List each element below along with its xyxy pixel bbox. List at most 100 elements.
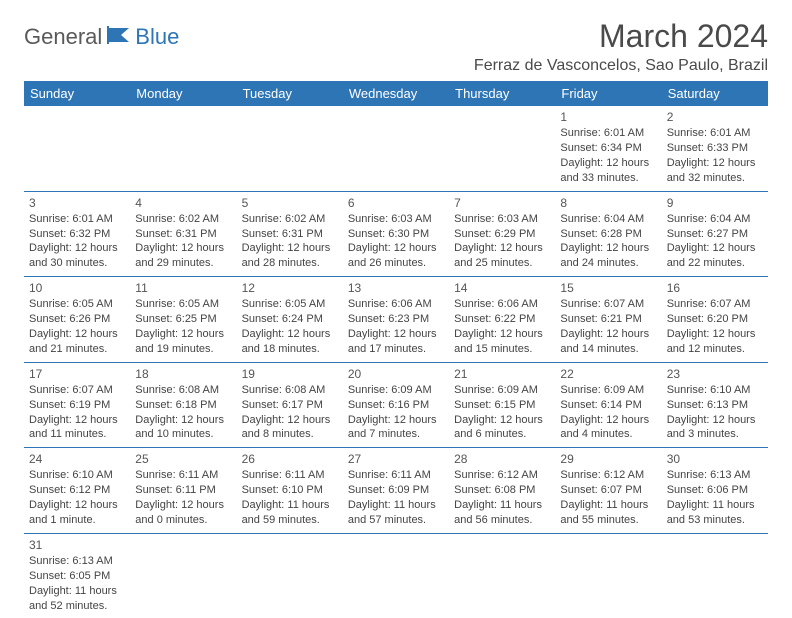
sunrise-text: Sunrise: 6:07 AM bbox=[560, 297, 656, 312]
daylight-text: Daylight: 12 hours and 8 minutes. bbox=[242, 413, 338, 443]
calendar-day-cell: 30Sunrise: 6:13 AMSunset: 6:06 PMDayligh… bbox=[662, 448, 768, 534]
daylight-text: Daylight: 12 hours and 10 minutes. bbox=[135, 413, 231, 443]
calendar-day-cell bbox=[237, 533, 343, 618]
sunrise-text: Sunrise: 6:12 AM bbox=[560, 468, 656, 483]
sunset-text: Sunset: 6:19 PM bbox=[29, 398, 125, 413]
daylight-text: Daylight: 11 hours and 53 minutes. bbox=[667, 498, 763, 528]
calendar-day-cell: 9Sunrise: 6:04 AMSunset: 6:27 PMDaylight… bbox=[662, 191, 768, 277]
daylight-text: Daylight: 12 hours and 32 minutes. bbox=[667, 156, 763, 186]
sunset-text: Sunset: 6:28 PM bbox=[560, 227, 656, 242]
day-number: 6 bbox=[348, 195, 444, 211]
daylight-text: Daylight: 11 hours and 55 minutes. bbox=[560, 498, 656, 528]
day-number: 26 bbox=[242, 451, 338, 467]
calendar-day-cell: 5Sunrise: 6:02 AMSunset: 6:31 PMDaylight… bbox=[237, 191, 343, 277]
day-number: 31 bbox=[29, 537, 125, 553]
sunset-text: Sunset: 6:29 PM bbox=[454, 227, 550, 242]
sunrise-text: Sunrise: 6:09 AM bbox=[454, 383, 550, 398]
sunset-text: Sunset: 6:24 PM bbox=[242, 312, 338, 327]
day-number: 16 bbox=[667, 280, 763, 296]
calendar-day-cell: 24Sunrise: 6:10 AMSunset: 6:12 PMDayligh… bbox=[24, 448, 130, 534]
sunrise-text: Sunrise: 6:04 AM bbox=[560, 212, 656, 227]
daylight-text: Daylight: 12 hours and 25 minutes. bbox=[454, 241, 550, 271]
sunrise-text: Sunrise: 6:04 AM bbox=[667, 212, 763, 227]
sunset-text: Sunset: 6:34 PM bbox=[560, 141, 656, 156]
sunrise-text: Sunrise: 6:02 AM bbox=[242, 212, 338, 227]
day-number: 14 bbox=[454, 280, 550, 296]
calendar-day-cell: 12Sunrise: 6:05 AMSunset: 6:24 PMDayligh… bbox=[237, 277, 343, 363]
logo-text-general: General bbox=[24, 24, 102, 50]
sunset-text: Sunset: 6:15 PM bbox=[454, 398, 550, 413]
calendar-day-cell: 31Sunrise: 6:13 AMSunset: 6:05 PMDayligh… bbox=[24, 533, 130, 618]
title-block: March 2024 Ferraz de Vasconcelos, Sao Pa… bbox=[474, 18, 768, 75]
day-number: 2 bbox=[667, 109, 763, 125]
daylight-text: Daylight: 12 hours and 30 minutes. bbox=[29, 241, 125, 271]
weekday-header: Sunday bbox=[24, 81, 130, 106]
sunset-text: Sunset: 6:16 PM bbox=[348, 398, 444, 413]
calendar-day-cell: 25Sunrise: 6:11 AMSunset: 6:11 PMDayligh… bbox=[130, 448, 236, 534]
calendar-day-cell: 6Sunrise: 6:03 AMSunset: 6:30 PMDaylight… bbox=[343, 191, 449, 277]
daylight-text: Daylight: 12 hours and 11 minutes. bbox=[29, 413, 125, 443]
daylight-text: Daylight: 12 hours and 26 minutes. bbox=[348, 241, 444, 271]
calendar-day-cell: 7Sunrise: 6:03 AMSunset: 6:29 PMDaylight… bbox=[449, 191, 555, 277]
calendar-day-cell: 18Sunrise: 6:08 AMSunset: 6:18 PMDayligh… bbox=[130, 362, 236, 448]
sunset-text: Sunset: 6:26 PM bbox=[29, 312, 125, 327]
daylight-text: Daylight: 12 hours and 28 minutes. bbox=[242, 241, 338, 271]
daylight-text: Daylight: 11 hours and 57 minutes. bbox=[348, 498, 444, 528]
calendar-day-cell: 17Sunrise: 6:07 AMSunset: 6:19 PMDayligh… bbox=[24, 362, 130, 448]
daylight-text: Daylight: 11 hours and 59 minutes. bbox=[242, 498, 338, 528]
weekday-header-row: Sunday Monday Tuesday Wednesday Thursday… bbox=[24, 81, 768, 106]
weekday-header: Friday bbox=[555, 81, 661, 106]
day-number: 1 bbox=[560, 109, 656, 125]
calendar-day-cell bbox=[24, 106, 130, 191]
weekday-header: Tuesday bbox=[237, 81, 343, 106]
sunset-text: Sunset: 6:32 PM bbox=[29, 227, 125, 242]
sunset-text: Sunset: 6:22 PM bbox=[454, 312, 550, 327]
calendar-day-cell: 22Sunrise: 6:09 AMSunset: 6:14 PMDayligh… bbox=[555, 362, 661, 448]
calendar-day-cell bbox=[343, 106, 449, 191]
day-number: 22 bbox=[560, 366, 656, 382]
sunrise-text: Sunrise: 6:13 AM bbox=[29, 554, 125, 569]
sunset-text: Sunset: 6:13 PM bbox=[667, 398, 763, 413]
sunset-text: Sunset: 6:06 PM bbox=[667, 483, 763, 498]
page-title: March 2024 bbox=[474, 18, 768, 55]
sunset-text: Sunset: 6:33 PM bbox=[667, 141, 763, 156]
daylight-text: Daylight: 11 hours and 52 minutes. bbox=[29, 584, 125, 614]
header: General Blue March 2024 Ferraz de Vascon… bbox=[24, 18, 768, 75]
day-number: 20 bbox=[348, 366, 444, 382]
sunrise-text: Sunrise: 6:11 AM bbox=[135, 468, 231, 483]
sunset-text: Sunset: 6:05 PM bbox=[29, 569, 125, 584]
day-number: 27 bbox=[348, 451, 444, 467]
calendar-day-cell: 2Sunrise: 6:01 AMSunset: 6:33 PMDaylight… bbox=[662, 106, 768, 191]
calendar-day-cell: 11Sunrise: 6:05 AMSunset: 6:25 PMDayligh… bbox=[130, 277, 236, 363]
calendar-day-cell bbox=[343, 533, 449, 618]
day-number: 12 bbox=[242, 280, 338, 296]
day-number: 29 bbox=[560, 451, 656, 467]
day-number: 21 bbox=[454, 366, 550, 382]
calendar-day-cell bbox=[449, 533, 555, 618]
calendar-day-cell: 27Sunrise: 6:11 AMSunset: 6:09 PMDayligh… bbox=[343, 448, 449, 534]
sunset-text: Sunset: 6:31 PM bbox=[135, 227, 231, 242]
sunrise-text: Sunrise: 6:02 AM bbox=[135, 212, 231, 227]
sunrise-text: Sunrise: 6:12 AM bbox=[454, 468, 550, 483]
sunset-text: Sunset: 6:14 PM bbox=[560, 398, 656, 413]
sunrise-text: Sunrise: 6:05 AM bbox=[29, 297, 125, 312]
sunrise-text: Sunrise: 6:05 AM bbox=[135, 297, 231, 312]
calendar-day-cell: 23Sunrise: 6:10 AMSunset: 6:13 PMDayligh… bbox=[662, 362, 768, 448]
sunset-text: Sunset: 6:20 PM bbox=[667, 312, 763, 327]
daylight-text: Daylight: 12 hours and 12 minutes. bbox=[667, 327, 763, 357]
day-number: 11 bbox=[135, 280, 231, 296]
sunset-text: Sunset: 6:11 PM bbox=[135, 483, 231, 498]
day-number: 10 bbox=[29, 280, 125, 296]
daylight-text: Daylight: 12 hours and 3 minutes. bbox=[667, 413, 763, 443]
daylight-text: Daylight: 12 hours and 18 minutes. bbox=[242, 327, 338, 357]
calendar-day-cell: 28Sunrise: 6:12 AMSunset: 6:08 PMDayligh… bbox=[449, 448, 555, 534]
day-number: 18 bbox=[135, 366, 231, 382]
calendar-day-cell bbox=[555, 533, 661, 618]
sunset-text: Sunset: 6:09 PM bbox=[348, 483, 444, 498]
daylight-text: Daylight: 12 hours and 6 minutes. bbox=[454, 413, 550, 443]
sunrise-text: Sunrise: 6:11 AM bbox=[242, 468, 338, 483]
daylight-text: Daylight: 12 hours and 29 minutes. bbox=[135, 241, 231, 271]
calendar-week-row: 31Sunrise: 6:13 AMSunset: 6:05 PMDayligh… bbox=[24, 533, 768, 618]
sunrise-text: Sunrise: 6:05 AM bbox=[242, 297, 338, 312]
daylight-text: Daylight: 12 hours and 17 minutes. bbox=[348, 327, 444, 357]
